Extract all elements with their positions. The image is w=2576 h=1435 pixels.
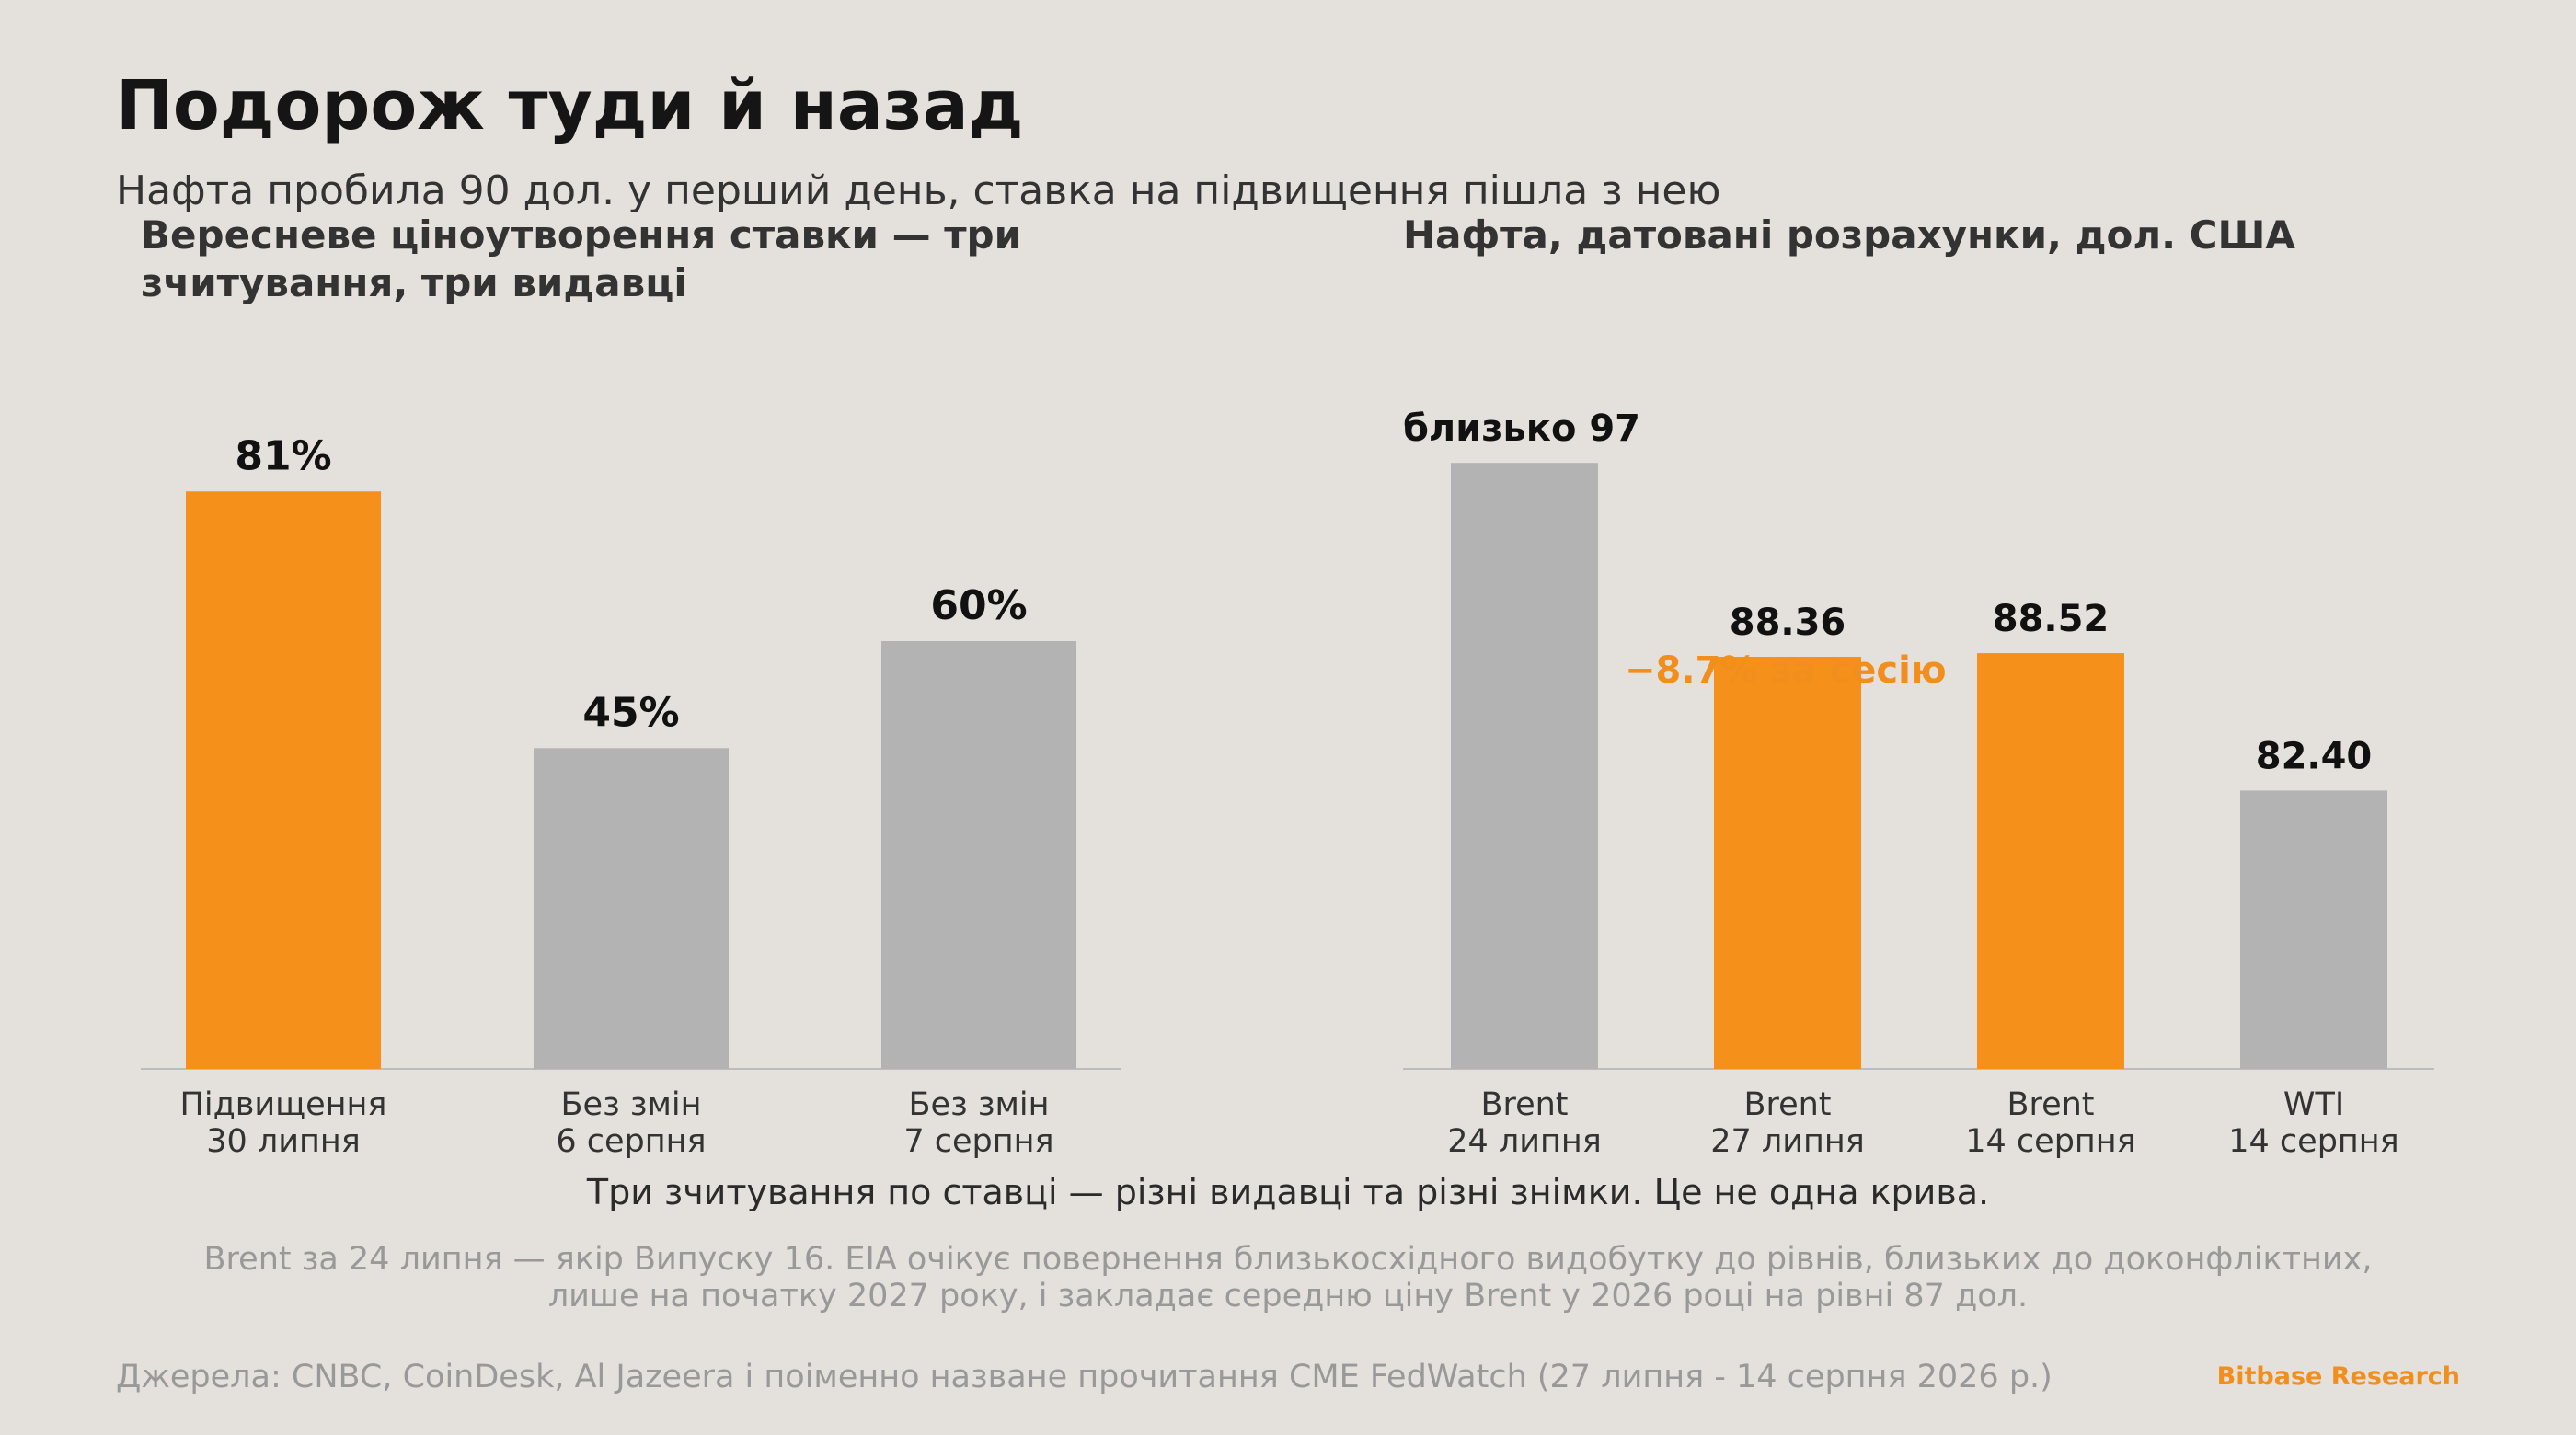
- tick-label: 24 липня: [1447, 1123, 1602, 1160]
- page-subtitle: Нафта пробила 90 дол. у перший день, ста…: [116, 167, 1721, 214]
- annotation-label: −8.7% за сесію: [1625, 649, 1947, 692]
- footnote: Brent за 24 липня — якір Випуску 16. EIA…: [0, 1241, 2576, 1314]
- tick-label: Brent: [1743, 1086, 1831, 1123]
- footnote-line: Brent за 24 липня — якір Випуску 16. EIA…: [203, 1241, 2373, 1278]
- tick-label: 6 серпня: [556, 1123, 706, 1160]
- bar: [186, 491, 381, 1069]
- brand-logo: Bitbase Research: [2216, 1362, 2460, 1391]
- tick-label: 14 серпня: [1965, 1123, 2135, 1160]
- data-label: 81%: [235, 432, 331, 479]
- page-title: Подорож туди й назад: [116, 66, 1024, 145]
- bar: [1714, 657, 1861, 1069]
- tick-label: Підвищення: [180, 1086, 387, 1123]
- tick-label: 30 липня: [206, 1123, 361, 1160]
- tick-label: Без змін: [909, 1086, 1050, 1123]
- panel-title: Нафта, датовані розрахунки, дол. США: [1403, 212, 2295, 258]
- tick-label: 14 серпня: [2228, 1123, 2398, 1160]
- data-label: 88.36: [1730, 602, 1846, 644]
- tick-label: Без змін: [561, 1086, 702, 1123]
- data-label: 82.40: [2256, 735, 2373, 777]
- bar: [881, 641, 1076, 1069]
- bar: [2240, 790, 2387, 1069]
- bar: [534, 748, 729, 1069]
- data-label: близько 97: [1403, 408, 1640, 450]
- panel-title: Вересневе ціноутворення ставки — три: [141, 212, 1021, 258]
- tick-label: WTI: [2283, 1086, 2344, 1123]
- tick-label: Brent: [2007, 1086, 2094, 1123]
- source-text: Джерела: CNBC, CoinDesk, Al Jazeera і по…: [116, 1359, 2053, 1395]
- footnote-line: лише на початку 2027 року, і закладає се…: [547, 1278, 2029, 1314]
- bar: [1977, 653, 2124, 1069]
- data-label: 60%: [930, 582, 1027, 629]
- bar: [1451, 463, 1598, 1069]
- data-label: 88.52: [1993, 598, 2110, 640]
- panel-title: зчитування, три видавці: [141, 260, 687, 305]
- data-label: 45%: [582, 689, 679, 736]
- tick-label: 27 липня: [1710, 1123, 1865, 1160]
- chart-note: Три зчитування по ставці — різні видавці…: [586, 1172, 1990, 1212]
- tick-label: Brent: [1480, 1086, 1568, 1123]
- tick-label: 7 серпня: [903, 1123, 1053, 1160]
